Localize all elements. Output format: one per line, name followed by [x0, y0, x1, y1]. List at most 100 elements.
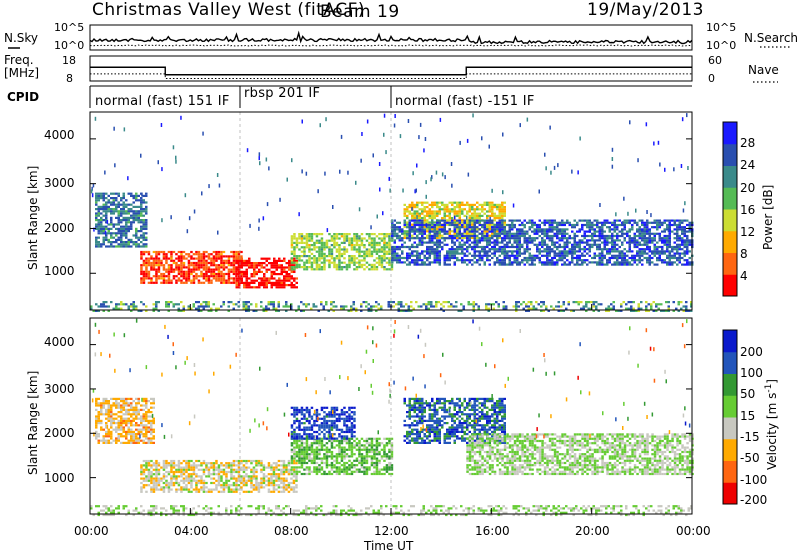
velocity-cell	[127, 404, 130, 407]
power-cell	[220, 266, 223, 269]
power-cell	[527, 305, 530, 308]
power-cell	[408, 245, 411, 249]
power-cell	[531, 256, 534, 260]
power-cell	[454, 215, 456, 220]
power-cell	[472, 113, 474, 118]
velocity-cell	[165, 470, 168, 474]
power-cell	[666, 234, 669, 238]
power-cell	[110, 245, 113, 248]
power-cell	[418, 221, 421, 224]
power-cell	[453, 248, 456, 251]
power-cell	[323, 257, 326, 260]
power-cell	[230, 270, 233, 273]
power-cell	[222, 255, 226, 258]
power-cell	[424, 137, 427, 141]
power-cell	[303, 237, 306, 240]
power-cell	[485, 303, 488, 306]
power-cell	[583, 241, 586, 244]
power-cell	[413, 259, 416, 262]
power-cell	[528, 248, 531, 251]
power-cell	[343, 241, 346, 244]
velocity-cell	[135, 406, 138, 409]
power-cell	[142, 253, 146, 256]
power-cell	[687, 309, 690, 312]
power-cell	[190, 307, 193, 310]
power-cell	[222, 266, 226, 269]
power-cell	[431, 223, 434, 226]
power-cell	[200, 309, 203, 312]
power-cell	[423, 219, 426, 222]
power-cell	[606, 261, 609, 264]
power-cell	[461, 212, 464, 215]
power-cell	[391, 223, 394, 227]
power-cell	[396, 256, 399, 260]
power-cell	[523, 259, 526, 262]
power-cell	[110, 236, 113, 239]
velocity-cell	[120, 415, 123, 418]
velocity-cell	[175, 488, 178, 491]
power-cell	[322, 305, 325, 308]
power-cell	[130, 238, 133, 241]
power-cell	[120, 199, 123, 202]
power-cell	[678, 239, 681, 242]
power-cell	[653, 237, 656, 240]
velocity-cell	[130, 430, 133, 433]
velocity-cell	[112, 413, 115, 416]
power-cell	[195, 301, 198, 304]
power-cell	[638, 248, 641, 251]
velocity-cell	[202, 462, 206, 465]
power-cell	[498, 226, 501, 229]
power-cell	[568, 237, 571, 240]
power-cell	[661, 261, 664, 264]
power-cell	[303, 241, 306, 244]
power-cell	[471, 230, 474, 233]
power-cell	[105, 192, 108, 195]
power-cell	[623, 248, 626, 251]
power-cell	[458, 219, 461, 222]
velocity-cell	[187, 475, 191, 478]
power-cell	[428, 252, 431, 255]
power-cell	[491, 219, 494, 222]
power-cell	[145, 219, 148, 222]
power-cell	[456, 256, 459, 260]
power-cell	[661, 239, 664, 242]
velocity-cell	[155, 484, 158, 487]
power-cell	[628, 263, 631, 266]
power-cell	[377, 307, 380, 310]
power-cell	[433, 261, 436, 264]
power-cell	[461, 210, 464, 213]
power-cell	[160, 272, 163, 276]
power-cell	[591, 245, 594, 249]
velocity-cell	[170, 488, 173, 491]
power-cell	[483, 208, 486, 211]
power-cell	[97, 245, 100, 248]
power-cell	[145, 223, 148, 226]
power-cell	[648, 250, 651, 253]
power-cell	[471, 254, 474, 257]
power-cell	[367, 309, 370, 312]
power-panel: Slant Range [km] 4000 3000 2000 1000	[26, 111, 694, 312]
power-cell	[458, 217, 461, 220]
power-cell	[483, 252, 486, 255]
power-cell	[533, 223, 536, 227]
power-cell	[528, 263, 531, 266]
power-cell	[431, 219, 434, 222]
power-cell	[440, 303, 443, 306]
power-cell	[275, 268, 278, 271]
power-cell	[558, 223, 561, 227]
power-cell	[343, 246, 346, 249]
power-cell	[365, 255, 369, 258]
power-cell	[202, 261, 206, 265]
power-cell	[408, 239, 411, 242]
power-cell	[283, 257, 286, 260]
power-cell	[332, 205, 334, 209]
power-cell	[658, 239, 661, 242]
power-cell	[463, 234, 466, 238]
power-cell	[145, 227, 148, 230]
power-cell	[115, 199, 118, 202]
power-cell	[608, 252, 611, 255]
power-cell	[340, 255, 344, 258]
power-cell	[503, 219, 506, 222]
power-cell	[448, 259, 451, 262]
power-cell	[323, 241, 326, 244]
